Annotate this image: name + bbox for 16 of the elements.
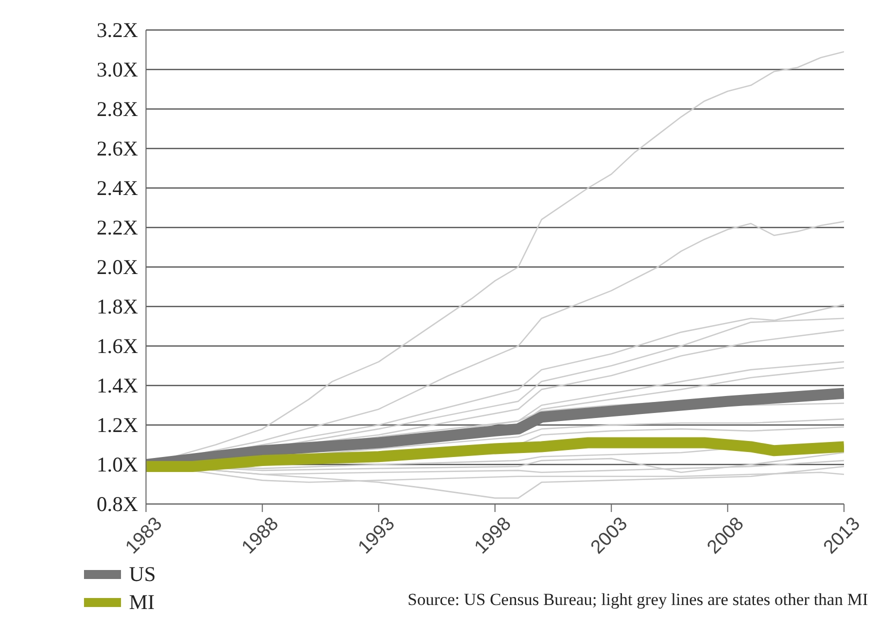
y-tick-label: 1.4X — [96, 374, 138, 398]
y-tick-label: 3.2X — [96, 18, 138, 42]
y-tick-label: 3.0X — [96, 58, 138, 82]
y-tick-label: 1.6X — [96, 334, 138, 358]
y-tick-label: 2.2X — [96, 216, 138, 240]
y-tick-label: 2.4X — [96, 176, 138, 200]
legend-label: MI — [129, 590, 155, 614]
y-tick-label: 2.0X — [96, 255, 138, 279]
y-tick-label: 1.8X — [96, 294, 138, 318]
legend-label: US — [129, 562, 156, 586]
y-tick-label: 2.8X — [96, 97, 138, 121]
y-tick-label: 1.0X — [96, 452, 138, 476]
y-tick-label: 0.8X — [96, 492, 138, 516]
y-tick-label: 2.6X — [96, 136, 138, 160]
y-tick-label: 1.2X — [96, 413, 138, 437]
source-note: Source: US Census Bureau; light grey lines are states other than MI — [408, 590, 868, 610]
